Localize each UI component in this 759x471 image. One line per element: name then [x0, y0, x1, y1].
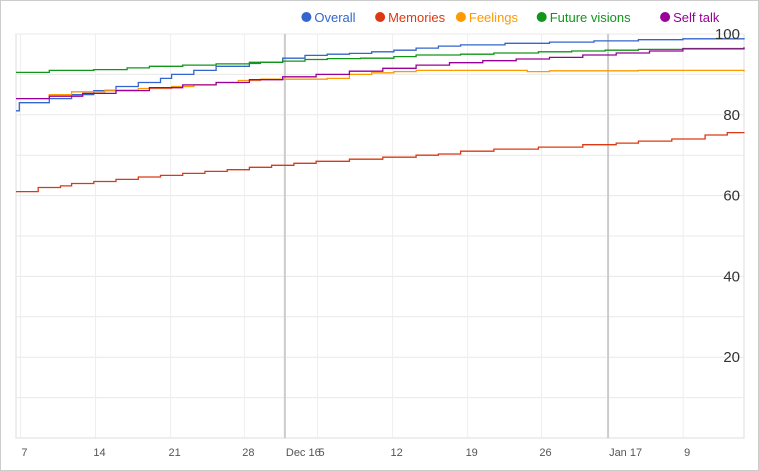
legend-label-memories: Memories — [388, 10, 446, 25]
legend-marker-future-visions — [536, 12, 547, 22]
x-tick-label: 21 — [168, 447, 180, 459]
series-line-self-talk — [16, 47, 745, 100]
x-tick-label: 9 — [684, 447, 690, 459]
legend-label-future-visions: Future visions — [550, 10, 631, 25]
y-tick-label: 20 — [723, 349, 740, 366]
y-tick-label: 60 — [723, 188, 740, 205]
legend-marker-overall — [301, 12, 312, 22]
series-line-future-visions — [16, 47, 745, 74]
x-tick-label: 7 — [21, 447, 27, 459]
legend-marker-self-talk — [660, 12, 671, 22]
y-tick-label: 40 — [723, 268, 740, 285]
legend-label-feelings: Feelings — [469, 10, 519, 25]
y-axis: 20 40 60 80 100 — [715, 26, 740, 366]
legend-marker-feelings — [455, 12, 466, 22]
x-tick-label: 12 — [390, 447, 402, 459]
y-tick-label: 80 — [723, 107, 740, 124]
legend-marker-memories — [375, 12, 386, 22]
legend-label-self-talk: Self talk — [673, 10, 720, 25]
series-lines — [16, 38, 745, 193]
x-tick-label: Jan 17 — [609, 447, 642, 459]
x-tick-label: 14 — [93, 447, 105, 459]
legend: Overall Memories Feelings Future visions Sel… — [301, 10, 720, 25]
grid — [15, 33, 745, 439]
series-line-memories — [16, 131, 745, 193]
x-axis: 7 14 21 28 Dec 165 12 19 26 Jan 17 9 — [21, 447, 690, 459]
legend-label-overall: Overall — [314, 10, 355, 25]
x-tick-label: 19 — [466, 447, 478, 459]
y-tick-label: 100 — [715, 26, 740, 43]
x-tick-label: 26 — [539, 447, 551, 459]
x-tick-label: 28 — [242, 447, 254, 459]
x-tick-label: 5 — [318, 447, 324, 459]
x-tick-label: Dec 16 — [286, 447, 321, 459]
